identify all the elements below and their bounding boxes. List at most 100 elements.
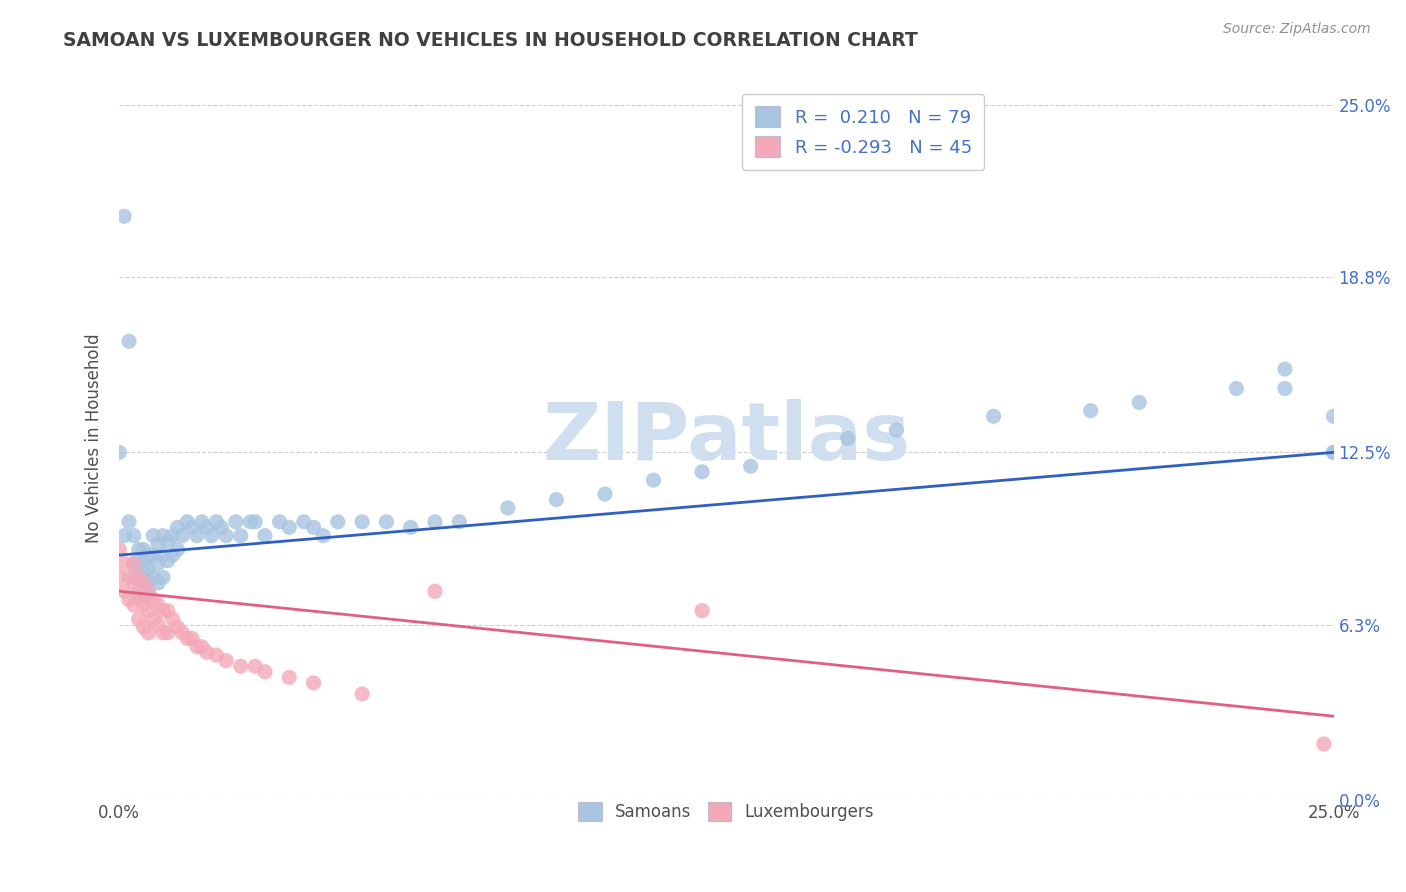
Point: [128, 570, 150, 584]
Point: [593, 487, 616, 501]
Point: [152, 626, 174, 640]
Point: [245, 659, 267, 673]
Point: [162, 612, 184, 626]
Point: [191, 515, 214, 529]
Point: [122, 575, 145, 590]
Point: [375, 515, 398, 529]
Legend: Samoans, Luxembourgers: Samoans, Luxembourgers: [565, 789, 887, 835]
Point: [229, 659, 252, 673]
Point: [176, 515, 198, 529]
Point: [205, 515, 228, 529]
Point: [229, 529, 252, 543]
Point: [837, 432, 859, 446]
Point: [156, 604, 179, 618]
Point: [146, 575, 169, 590]
Text: ZIPatlas: ZIPatlas: [543, 400, 911, 477]
Point: [138, 575, 160, 590]
Point: [546, 492, 568, 507]
Point: [156, 626, 179, 640]
Point: [138, 626, 160, 640]
Point: [205, 648, 228, 662]
Point: [128, 584, 150, 599]
Point: [326, 515, 349, 529]
Point: [740, 459, 762, 474]
Point: [142, 548, 165, 562]
Point: [142, 592, 165, 607]
Point: [278, 670, 301, 684]
Point: [399, 520, 422, 534]
Point: [142, 529, 165, 543]
Point: [128, 612, 150, 626]
Point: [886, 423, 908, 437]
Point: [162, 529, 184, 543]
Point: [142, 570, 165, 584]
Point: [132, 557, 155, 571]
Point: [152, 548, 174, 562]
Point: [132, 542, 155, 557]
Point: [108, 445, 131, 459]
Point: [195, 645, 218, 659]
Point: [352, 687, 374, 701]
Point: [132, 598, 155, 612]
Point: [128, 590, 150, 604]
Point: [138, 587, 160, 601]
Point: [312, 529, 335, 543]
Point: [166, 542, 188, 557]
Point: [132, 565, 155, 579]
Point: [138, 584, 160, 599]
Point: [278, 520, 301, 534]
Point: [146, 537, 169, 551]
Point: [181, 632, 204, 646]
Point: [128, 557, 150, 571]
Point: [176, 632, 198, 646]
Point: [152, 529, 174, 543]
Point: [423, 584, 446, 599]
Point: [186, 640, 208, 654]
Point: [239, 515, 262, 529]
Point: [166, 520, 188, 534]
Point: [156, 554, 179, 568]
Point: [181, 520, 204, 534]
Point: [118, 570, 141, 584]
Point: [449, 515, 471, 529]
Point: [1313, 737, 1336, 751]
Point: [1274, 382, 1296, 396]
Point: [302, 676, 325, 690]
Text: SAMOAN VS LUXEMBOURGER NO VEHICLES IN HOUSEHOLD CORRELATION CHART: SAMOAN VS LUXEMBOURGER NO VEHICLES IN HO…: [63, 31, 918, 50]
Point: [146, 557, 169, 571]
Point: [195, 520, 218, 534]
Point: [112, 557, 135, 571]
Point: [1080, 403, 1102, 417]
Point: [269, 515, 291, 529]
Point: [122, 570, 145, 584]
Point: [496, 500, 519, 515]
Point: [1128, 395, 1150, 409]
Point: [690, 604, 713, 618]
Point: [138, 604, 160, 618]
Point: [172, 529, 194, 543]
Point: [215, 529, 238, 543]
Point: [643, 473, 665, 487]
Point: [156, 534, 179, 549]
Point: [108, 570, 131, 584]
Point: [138, 562, 160, 576]
Point: [128, 542, 150, 557]
Point: [112, 529, 135, 543]
Point: [1274, 362, 1296, 376]
Point: [162, 548, 184, 562]
Point: [1322, 445, 1344, 459]
Point: [352, 515, 374, 529]
Point: [215, 654, 238, 668]
Point: [166, 620, 188, 634]
Point: [983, 409, 1005, 424]
Point: [138, 548, 160, 562]
Point: [152, 570, 174, 584]
Point: [118, 334, 141, 349]
Point: [118, 592, 141, 607]
Point: [152, 604, 174, 618]
Point: [108, 542, 131, 557]
Point: [245, 515, 267, 529]
Point: [122, 529, 145, 543]
Point: [690, 465, 713, 479]
Point: [146, 598, 169, 612]
